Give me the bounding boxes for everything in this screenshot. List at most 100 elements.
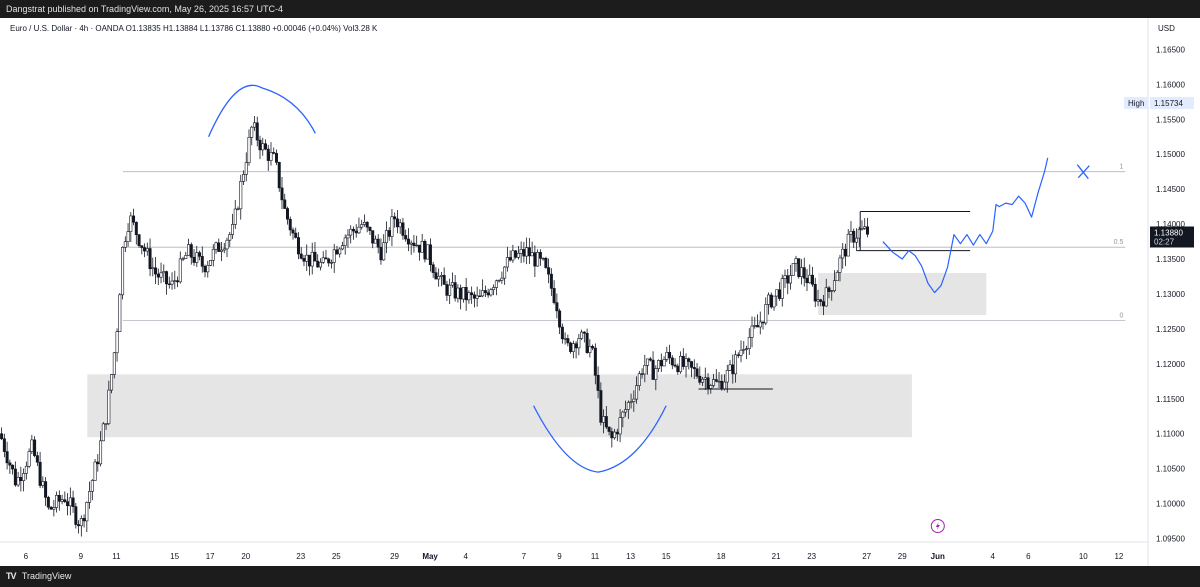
y-tick-label: 1.16000 [1156,80,1185,89]
candle-body [618,417,622,435]
candle-body [778,289,782,299]
candle-body [211,248,215,261]
candle-body [786,275,790,284]
candle-body [519,249,523,254]
candle-body [692,367,696,370]
candle-body [261,143,265,151]
candle-body [582,331,586,334]
candle-body [805,277,809,284]
candle-body [810,274,814,285]
x-tick-label: 15 [170,552,179,561]
candle-body [555,302,559,312]
candle-body [24,465,28,474]
candle-body [99,440,103,465]
candle-body [176,280,180,283]
price-chart[interactable]: 10.50 1.095001.100001.105001.110001.1150… [0,18,1200,566]
candle-body [145,248,149,252]
candle-body [423,241,427,260]
candle-body [651,359,655,380]
candle-body [242,174,246,182]
candle-body [184,255,188,259]
candle-body [46,497,50,508]
candle-body [71,497,75,507]
candle-body [536,252,540,267]
candle-body [615,431,619,435]
y-tick-label: 1.13500 [1156,255,1185,264]
candle-body [368,226,372,231]
candle-body [701,378,705,383]
time-axis[interactable]: 6 9 11 15 17 20 23 25 29 May 4 7 9 11 13 15 18 21 23 27 29 Ju… [24,552,1124,561]
currency-label: USD [1158,24,1175,33]
candle-body [530,252,534,257]
candle-body [373,238,377,244]
candle-body [187,244,191,256]
candle-body [406,238,410,245]
candle-body [632,398,636,402]
price-axis[interactable]: 1.09500 1.10000 1.10500 1.11000 1.11500 1.120… [1156,45,1185,543]
candle-body [112,352,116,375]
candle-body [189,244,193,258]
candle-body [712,379,716,386]
candle-body [843,248,847,257]
candle-body [393,216,397,220]
candle-body [442,275,446,285]
candle-body [681,355,685,367]
y-tick-label: 1.10000 [1156,500,1185,509]
candle-body [827,287,831,292]
candle-body [841,248,845,259]
candle-body [698,375,702,383]
candle-body [288,218,292,231]
fib-level-label: 0.5 [1114,239,1124,246]
candle-body [159,272,163,278]
candle-body [283,199,287,209]
chart-area[interactable]: 1 0.5 0 1.09500 1.10000 1.10500 1.11000 1.1150… [0,18,1200,566]
candle-body [294,232,298,238]
candle-body [703,377,707,380]
candle-body [629,401,633,403]
candle-body [503,266,507,279]
candle-body [626,402,630,410]
candle-body [415,244,419,247]
candle-body [52,507,56,510]
candle-body [475,295,479,299]
y-tick-label: 1.11000 [1156,430,1185,439]
candle-body [695,368,699,377]
y-tick-label: 1.09500 [1156,535,1185,544]
candle-body [450,282,454,286]
candle-body [307,254,311,267]
candle-body [44,481,48,498]
candle-body [516,253,520,258]
candle-body [739,349,743,356]
candle-body [220,249,224,252]
candle-body [758,321,762,328]
candle-body [483,290,487,294]
candle-body [305,254,309,262]
candle-body [500,277,504,281]
x-tick-label: 6 [24,552,29,561]
lightning-icon-glyph [935,522,940,530]
fib-levels: 10.50 [122,164,1126,321]
candle-body [799,267,803,278]
candle-body [222,248,226,251]
publisher-bar: Dangstrat published on TradingView.com, … [0,0,1200,18]
y-tick-label: 1.15000 [1156,150,1185,159]
candle-body [772,295,776,308]
y-tick-label: 1.14500 [1156,185,1185,194]
candle-body [511,250,515,261]
candle-body [387,230,391,237]
candle-body [780,278,784,299]
candle-body [332,249,336,263]
candle-body [170,280,174,285]
candle-body [233,208,237,225]
candle-body [541,257,545,260]
top-arc-drawing [207,84,316,138]
chart-background [0,18,1200,566]
candle-body [310,251,314,267]
candle-body [30,439,34,452]
candle-body [508,257,512,261]
candle-body [101,423,105,442]
x-tick-label: 21 [772,552,781,561]
candle-body [717,380,721,383]
candle-body [571,343,575,352]
zone-rect [818,273,987,315]
